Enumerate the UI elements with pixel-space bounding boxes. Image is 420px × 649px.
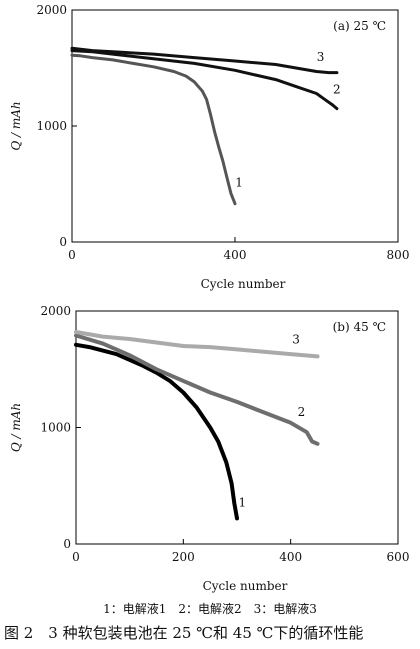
series-line-1 [74, 342, 239, 521]
series-legend: 1：电解液1 2：电解液2 3：电解液3 [103, 602, 317, 616]
series-label-3: 3 [317, 50, 325, 64]
y-tick-label: 0 [59, 235, 67, 249]
y-tick-label: 1000 [36, 119, 67, 133]
x-tick-label: 0 [68, 248, 76, 262]
y-tick-label: 2000 [40, 304, 71, 318]
x-axis-title: Cycle number [201, 277, 286, 291]
y-tick-label: 0 [63, 537, 71, 551]
series-label-1: 1 [239, 496, 247, 510]
series-label-3: 3 [292, 333, 300, 347]
y-tick-label: 1000 [40, 421, 71, 435]
x-tick-label: 0 [72, 550, 80, 564]
figure-caption: 图 2 3 种软包装电池在 25 ℃和 45 ℃下的循环性能 [4, 624, 364, 642]
x-tick-label: 200 [172, 550, 195, 564]
series-label-2: 2 [298, 405, 306, 419]
x-tick-label: 800 [387, 248, 410, 262]
panel-annotation: (b) 45 ℃ [333, 320, 386, 334]
series-line-3 [70, 46, 339, 75]
y-tick-label: 2000 [36, 3, 67, 17]
plot-frame [71, 9, 399, 243]
series-line-2 [74, 333, 320, 446]
panel-b: 0 200 400 600 0 1000 2000 Cycle number Q / mAh (b… [9, 304, 409, 593]
series-line-2 [70, 49, 339, 111]
series-label-1: 1 [235, 175, 243, 189]
series-line-1 [70, 53, 237, 206]
x-tick-label: 400 [279, 550, 302, 564]
panel-annotation: (a) 25 ℃ [333, 19, 386, 33]
x-tick-label: 600 [387, 550, 410, 564]
panel-a: 0 400 800 0 1000 2000 Cycle number Q / mAh (a) 2… [9, 3, 409, 291]
y-axis-title: Q / mAh [9, 403, 23, 452]
y-axis-title: Q / mAh [9, 101, 23, 150]
x-tick-label: 400 [224, 248, 247, 262]
series-line-3 [74, 330, 320, 359]
x-axis-title: Cycle number [203, 579, 288, 593]
series-label-2: 2 [333, 83, 341, 97]
